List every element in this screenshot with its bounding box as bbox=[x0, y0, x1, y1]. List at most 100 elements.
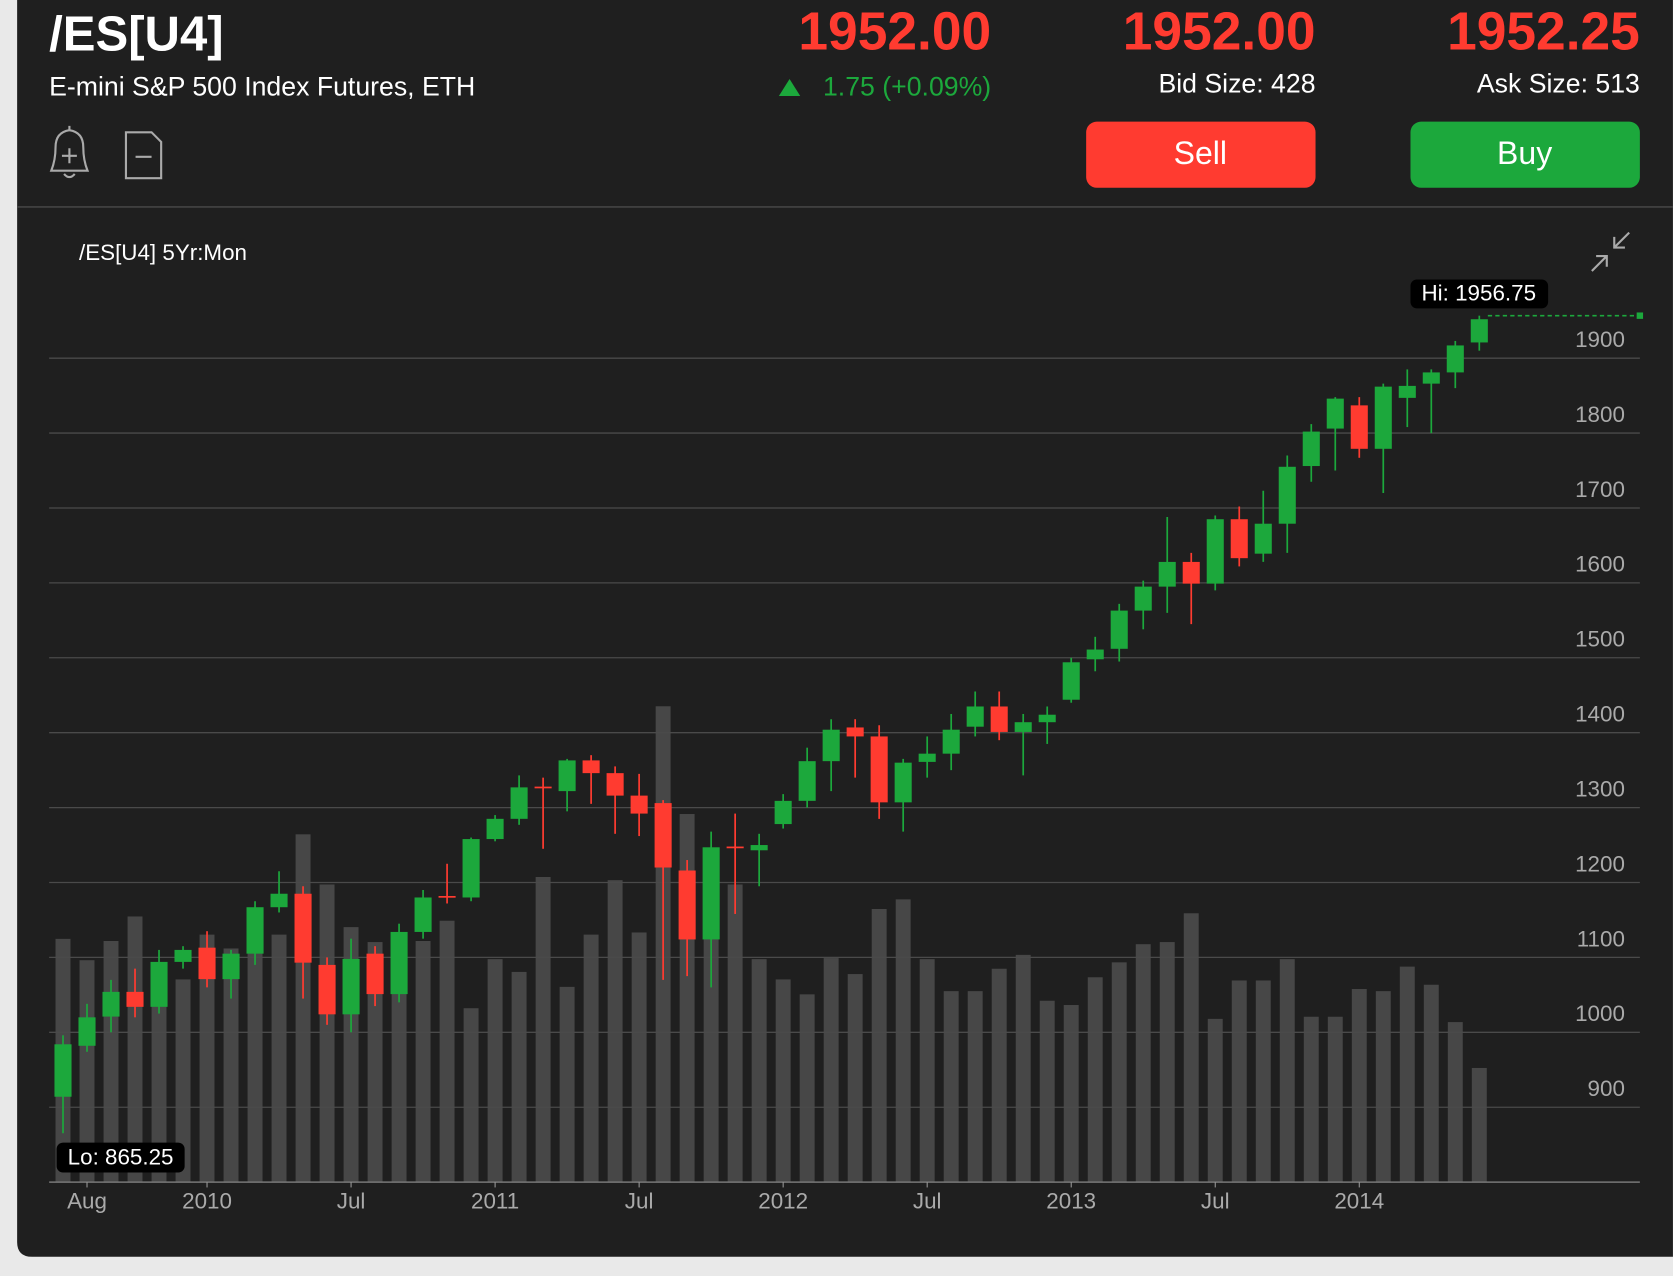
y-tick-label: 1800 bbox=[1575, 402, 1625, 427]
high-dot bbox=[1636, 312, 1644, 319]
candle-body bbox=[606, 773, 624, 796]
volume-bar bbox=[943, 991, 959, 1183]
candle-body bbox=[1014, 722, 1032, 732]
volume-bar bbox=[247, 922, 263, 1183]
volume-bar bbox=[895, 899, 911, 1183]
volume-bar bbox=[367, 942, 383, 1183]
candle-body bbox=[1038, 714, 1056, 723]
ask-size: Ask Size: 513 bbox=[1477, 68, 1640, 98]
bid-price: 1952.00 bbox=[1123, 2, 1316, 61]
candle-body bbox=[966, 706, 984, 727]
volume-bar bbox=[871, 908, 887, 1183]
volume-bar bbox=[1183, 913, 1199, 1183]
candle-body bbox=[942, 729, 960, 754]
volume-bar bbox=[1471, 1067, 1487, 1183]
candle-body bbox=[1062, 662, 1080, 700]
low-label-bg bbox=[56, 1142, 185, 1173]
candle-body bbox=[534, 786, 552, 789]
volume-bar bbox=[775, 979, 791, 1183]
volume-bar bbox=[919, 959, 935, 1183]
volume-bar bbox=[223, 948, 239, 1183]
y-tick-label: 1700 bbox=[1575, 477, 1625, 502]
volume-bar bbox=[1111, 962, 1127, 1183]
volume-bar bbox=[1399, 966, 1415, 1183]
collapse-button[interactable] bbox=[1591, 231, 1630, 272]
candle-body bbox=[270, 893, 288, 908]
candle-body bbox=[750, 845, 768, 851]
volume-bar bbox=[847, 974, 863, 1183]
candle-body bbox=[366, 953, 384, 995]
volume-bar bbox=[415, 940, 431, 1183]
volume-bar bbox=[1015, 954, 1031, 1183]
sell-button[interactable] bbox=[1086, 121, 1316, 188]
buy-button[interactable] bbox=[1410, 121, 1640, 188]
candle-body bbox=[654, 803, 672, 868]
volume-bar bbox=[511, 971, 527, 1183]
volume-bar bbox=[487, 959, 503, 1183]
candle-body bbox=[798, 761, 816, 801]
candle-body bbox=[462, 839, 480, 898]
x-tick-label: 2013 bbox=[1046, 1188, 1096, 1213]
candle-body bbox=[1326, 398, 1344, 429]
sell-label[interactable]: Sell bbox=[1174, 135, 1227, 171]
x-tick-label: Jul bbox=[625, 1188, 654, 1213]
candle-body bbox=[678, 870, 696, 940]
candle-body bbox=[198, 947, 216, 980]
volume-bar bbox=[1231, 980, 1247, 1183]
y-tick-label: 1500 bbox=[1575, 627, 1625, 652]
volume-bar bbox=[823, 958, 839, 1183]
x-tick-label: 2012 bbox=[758, 1188, 808, 1213]
candle-body bbox=[1278, 466, 1296, 524]
y-tick-label: 1400 bbox=[1575, 702, 1625, 727]
volume-bar bbox=[967, 991, 983, 1183]
candle-body bbox=[558, 760, 576, 792]
high-label-bg bbox=[1410, 279, 1549, 309]
last-price: 1952.00 bbox=[798, 2, 991, 61]
candle-body bbox=[510, 787, 528, 819]
candle-body bbox=[1470, 319, 1488, 343]
y-tick-label: 1100 bbox=[1577, 926, 1625, 951]
volume-bar bbox=[1351, 989, 1367, 1183]
candle-body bbox=[1086, 649, 1104, 660]
volume-bar bbox=[1255, 980, 1271, 1183]
up-arrow bbox=[778, 78, 801, 97]
x-tick-label: 2010 bbox=[182, 1188, 232, 1213]
candle-body bbox=[630, 795, 648, 814]
candle-body bbox=[318, 964, 336, 1015]
volume-bar bbox=[151, 1000, 167, 1183]
candle-body bbox=[246, 907, 264, 954]
x-tick-label: 2014 bbox=[1334, 1188, 1384, 1213]
volume-bar bbox=[1207, 1018, 1223, 1183]
volume-bar bbox=[391, 992, 407, 1183]
candle-body bbox=[1182, 561, 1200, 584]
candle-body bbox=[822, 729, 840, 762]
alert-button[interactable] bbox=[49, 125, 90, 179]
x-tick-label: Jul bbox=[337, 1188, 366, 1213]
volume-bar bbox=[1087, 977, 1103, 1183]
candle-body bbox=[846, 727, 864, 737]
volume-bar bbox=[799, 994, 815, 1183]
candle-body bbox=[102, 991, 120, 1017]
volume-bar bbox=[463, 1008, 479, 1183]
candle-body bbox=[126, 991, 144, 1007]
buy-label[interactable]: Buy bbox=[1497, 135, 1552, 171]
volume-bar bbox=[1159, 942, 1175, 1183]
candle-body bbox=[414, 897, 432, 932]
volume-bar bbox=[583, 934, 599, 1183]
y-tick-label: 1000 bbox=[1575, 1001, 1625, 1026]
candle-body bbox=[990, 706, 1008, 732]
volume-bar bbox=[1063, 1005, 1079, 1183]
candle-body bbox=[438, 895, 456, 898]
notes-button[interactable] bbox=[124, 131, 163, 180]
description: E-mini S&P 500 Index Futures, ETH bbox=[49, 72, 475, 102]
x-tick-label: 2011 bbox=[471, 1188, 519, 1213]
volume-bar bbox=[1303, 1016, 1319, 1183]
candle-body bbox=[1254, 523, 1272, 554]
candle-body bbox=[918, 753, 936, 762]
candle-body bbox=[1398, 385, 1416, 398]
volume-bar bbox=[991, 968, 1007, 1183]
volume-bar bbox=[439, 920, 455, 1183]
candle-body bbox=[342, 958, 360, 1015]
volume-bar bbox=[1279, 959, 1295, 1183]
